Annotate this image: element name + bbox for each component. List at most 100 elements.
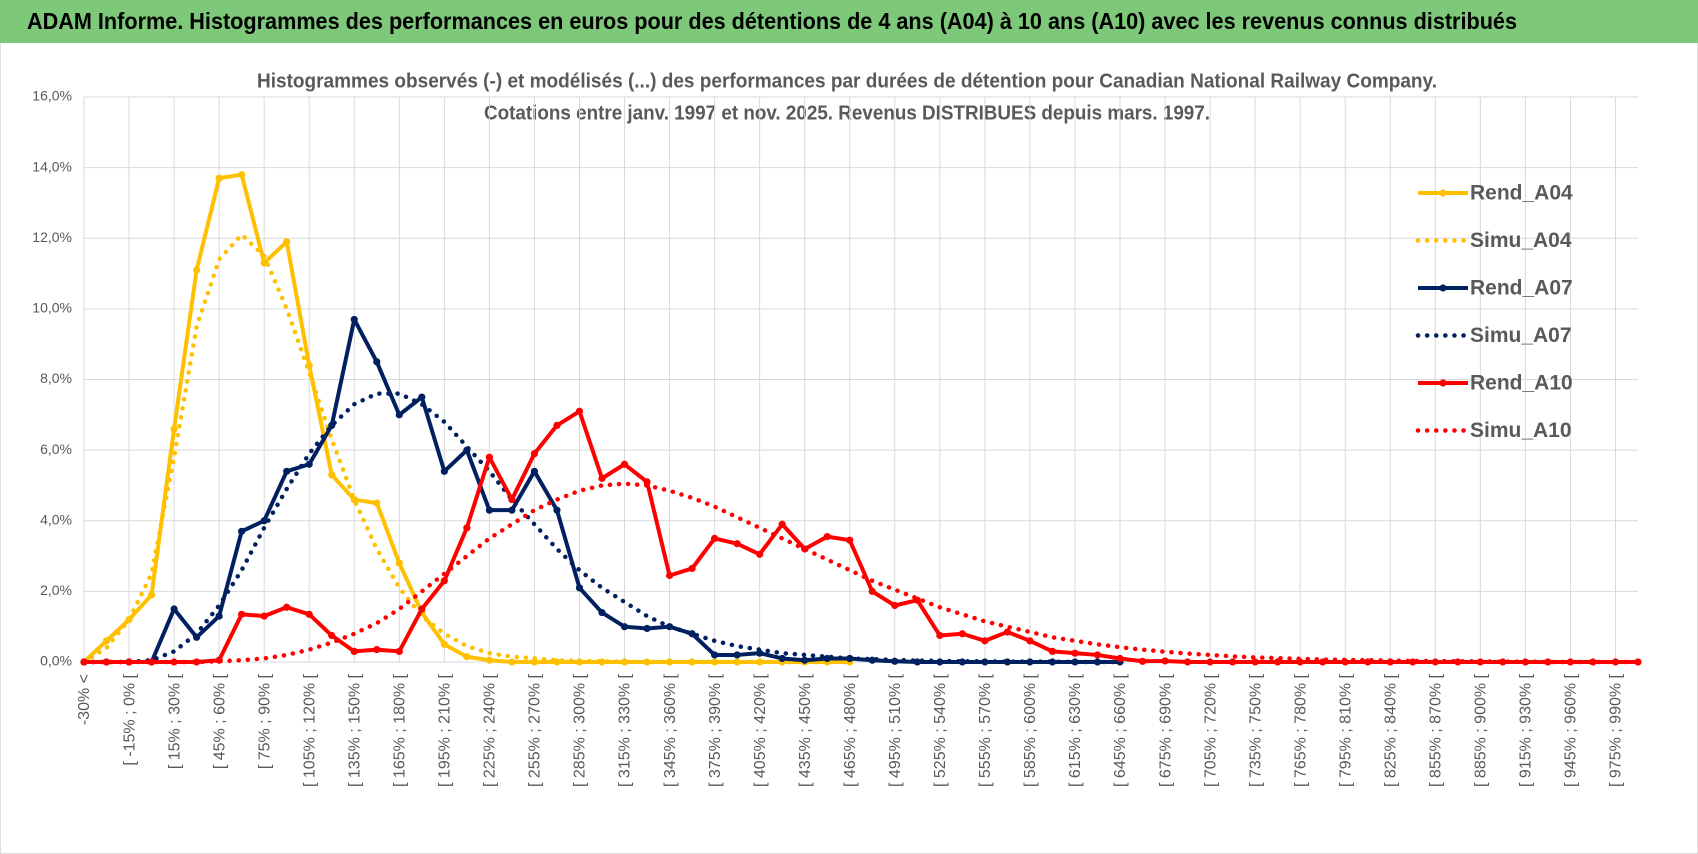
x-tick-label: [ 165% ; 180% [ [392, 673, 409, 787]
data-point [508, 658, 516, 666]
data-point [283, 467, 291, 475]
data-point [913, 658, 921, 666]
data-point [891, 601, 899, 610]
data-point [463, 653, 471, 661]
x-tick-label: -30% < [76, 674, 93, 725]
x-tick-label: [ 105% ; 120% [ [301, 673, 318, 787]
data-point [711, 651, 719, 659]
header: ADAM Informe. Histogrammes des performan… [27, 8, 1517, 34]
data-point [147, 658, 156, 666]
data-point [170, 605, 178, 613]
data-point [485, 453, 493, 461]
data-point [1071, 649, 1079, 657]
data-point [778, 520, 786, 528]
x-tick-label: [ 915% ; 930% [ [1518, 673, 1535, 787]
data-point [553, 421, 561, 430]
data-point [1229, 658, 1237, 666]
data-point [868, 656, 876, 664]
data-point [711, 534, 719, 543]
x-tick-label: [ 75% ; 90% [ [256, 673, 273, 769]
x-tick-label: [ 525% ; 540% [ [932, 673, 949, 787]
data-point [688, 564, 696, 573]
x-tick-label: [ 285% ; 300% [ [572, 673, 589, 787]
x-tick-label: [ 735% ; 750% [ [1247, 673, 1264, 787]
data-point [553, 506, 561, 514]
data-point [958, 658, 966, 666]
legend-label: Rend_A07 [1470, 277, 1573, 300]
data-point [1251, 658, 1259, 666]
x-tick-label: [ 495% ; 510% [ [887, 673, 904, 787]
data-point [1544, 658, 1552, 666]
data-point [440, 467, 448, 475]
data-point [620, 460, 629, 468]
data-point [395, 411, 403, 419]
data-point [260, 612, 268, 620]
y-tick-label: 0,0% [40, 653, 72, 669]
x-tick-label: [ 15% ; 30% [ [166, 673, 183, 769]
y-tick-label: 4,0% [40, 511, 72, 527]
x-tick-label: [ 795% ; 810% [ [1337, 673, 1354, 787]
data-point [508, 495, 516, 504]
data-point [846, 536, 854, 544]
data-point [1116, 654, 1124, 663]
x-tick-label: [ 435% ; 450% [ [797, 673, 814, 787]
x-tick-label: [ 465% ; 480% [ [842, 673, 859, 787]
data-point [620, 623, 629, 631]
data-point [530, 467, 539, 475]
data-point [1454, 658, 1462, 666]
data-point [170, 425, 178, 433]
y-tick-label: 16,0% [32, 88, 72, 104]
data-point [485, 656, 493, 664]
data-point [575, 584, 584, 592]
data-point [238, 527, 246, 535]
y-tick-label: 8,0% [40, 370, 72, 386]
data-point [1138, 657, 1147, 665]
data-point [733, 651, 741, 659]
x-tick-label: [ 405% ; 420% [ [752, 673, 769, 787]
data-point [283, 238, 291, 246]
data-point [643, 624, 651, 633]
y-tick-label: 12,0% [32, 229, 72, 245]
data-point [328, 631, 336, 640]
legend-label: Simu_A07 [1470, 324, 1572, 347]
legend-label: Rend_A10 [1470, 372, 1573, 395]
data-point [575, 407, 584, 415]
data-point [102, 637, 111, 645]
data-point [1409, 658, 1417, 666]
data-point [1093, 651, 1102, 659]
data-point [440, 640, 448, 648]
chart-title: Histogrammes observés (-) et modélisés (… [257, 70, 1437, 92]
data-point [283, 603, 291, 611]
x-tick-label: [ 645% ; 660% [ [1112, 673, 1129, 787]
data-point [1206, 658, 1214, 666]
x-tick-label: [ 705% ; 720% [ [1202, 673, 1219, 787]
data-point [305, 610, 313, 618]
data-point [936, 631, 944, 640]
data-point [756, 550, 764, 558]
data-point [1026, 637, 1034, 645]
data-point [260, 517, 268, 525]
legend-label: Simu_A10 [1470, 419, 1572, 442]
y-tick-label: 14,0% [32, 158, 72, 174]
data-point [1003, 628, 1011, 636]
data-point [193, 658, 201, 666]
data-point [350, 647, 358, 656]
data-point [238, 610, 246, 618]
x-tick-label: [ 555% ; 570% [ [977, 673, 994, 787]
data-point [801, 656, 809, 664]
data-point [823, 533, 831, 541]
x-tick-label: [ 195% ; 210% [ [437, 673, 454, 787]
y-tick-label: 6,0% [40, 441, 72, 457]
chart-subtitle: Cotations entre janv. 1997 et nov. 2025.… [484, 102, 1210, 124]
data-point [440, 577, 448, 585]
data-point [733, 540, 741, 548]
x-tick-label: [ 45% ; 60% [ [211, 673, 228, 769]
data-point [1183, 658, 1192, 666]
data-point [463, 524, 471, 532]
data-point [373, 499, 381, 507]
data-point [147, 591, 156, 599]
data-point [1499, 658, 1507, 666]
